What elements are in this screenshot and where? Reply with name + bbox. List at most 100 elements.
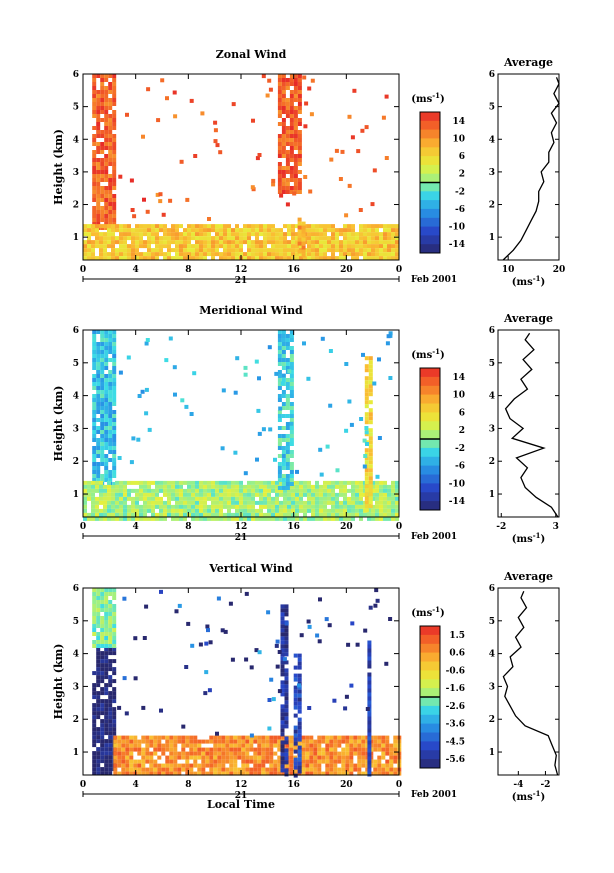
y-axis-label: Height (km) — [52, 644, 65, 720]
average-x-tick-label: 3 — [553, 522, 559, 532]
heatmap-cells — [83, 330, 399, 521]
colorbar-band — [420, 697, 440, 707]
x-tick-label: 4 — [133, 265, 139, 275]
colorbar-band — [420, 412, 440, 422]
colorbar-band — [420, 385, 440, 396]
sparse-cells — [118, 74, 389, 221]
colorbar-tick-label: 10 — [452, 391, 465, 401]
colorbar-band — [420, 439, 440, 449]
x-tick-label: 0 — [396, 265, 402, 275]
average-x-label: (ms-1) — [512, 531, 545, 545]
x-tick-label: 12 — [235, 780, 248, 790]
x-tick-label: 4 — [133, 780, 139, 790]
colorbar-tick-label: -0.6 — [446, 666, 465, 676]
x-tick-label: 4 — [133, 522, 139, 532]
colorbar-band — [420, 679, 440, 689]
colorbar-band — [420, 200, 440, 210]
colorbar-tick-label: -6 — [455, 205, 465, 215]
day-label: 21 — [235, 533, 248, 543]
feature-4 — [297, 217, 306, 258]
average-y-tick-label: 5 — [489, 617, 495, 627]
colorbar-band — [420, 634, 440, 645]
y-tick-label: 5 — [73, 617, 79, 627]
average-line — [502, 591, 559, 776]
feature-3 — [113, 735, 402, 776]
colorbar-band — [420, 456, 440, 467]
average-title: Average — [503, 56, 553, 69]
x-tick-label: 8 — [185, 522, 191, 532]
y-tick-label: 4 — [73, 135, 79, 145]
y-tick-label: 3 — [73, 168, 79, 178]
average-y-tick-label: 6 — [489, 70, 495, 80]
colorbar-band — [420, 226, 440, 236]
x-tick-label: 16 — [287, 780, 300, 790]
colorbar-band — [420, 643, 440, 654]
y-tick-label: 6 — [73, 584, 79, 594]
x-tick-label: 8 — [185, 265, 191, 275]
colorbar-tick-label: -2 — [455, 187, 465, 197]
y-axis-label: Height (km) — [52, 386, 65, 462]
average-x-tick-label: -2 — [540, 780, 550, 790]
y-tick-label: 4 — [73, 650, 79, 660]
average-title: Average — [503, 570, 553, 583]
y-tick-label: 3 — [73, 682, 79, 692]
day-label: 21 — [235, 791, 248, 801]
average-title: Average — [503, 312, 553, 325]
average-line — [502, 77, 560, 261]
panel-title: Vertical Wind — [208, 562, 293, 575]
colorbar-band — [420, 723, 440, 733]
average-y-tick-label: 1 — [489, 233, 495, 243]
colorbar-band — [420, 208, 440, 219]
colorbar-tick-label: -2.6 — [446, 702, 465, 712]
colorbar-band — [420, 173, 440, 183]
colorbar: 14 10 6 2 -2 -6 -10 -14 (ms-1) — [411, 91, 465, 254]
colorbar-band — [420, 191, 440, 201]
average-y-tick-label: 4 — [489, 650, 495, 660]
colorbar-tick-label: -3.6 — [446, 720, 465, 730]
panel-title: Meridional Wind — [199, 304, 303, 317]
colorbar-band — [420, 732, 440, 742]
heatmap-cells — [83, 74, 399, 261]
x-tick-label: 20 — [340, 780, 353, 790]
panel-title: Zonal Wind — [216, 48, 287, 61]
colorbar-band — [420, 483, 440, 493]
colorbar-band — [420, 670, 440, 680]
feature-1 — [92, 330, 117, 486]
colorbar-band — [420, 120, 440, 131]
colorbar-tick-label: -14 — [449, 497, 465, 507]
colorbar-band — [420, 403, 440, 413]
feature-5 — [293, 653, 302, 778]
average-y-tick-label: 1 — [489, 490, 495, 500]
feature-1 — [92, 74, 117, 230]
colorbar-tick-label: 14 — [452, 373, 465, 383]
average-y-tick-label: 6 — [489, 326, 495, 336]
colorbar-band — [420, 661, 440, 671]
colorbar-band — [420, 750, 440, 760]
feature-2 — [83, 224, 399, 261]
colorbar-tick-label: -6 — [455, 462, 465, 472]
average-y-tick-label: 1 — [489, 748, 495, 758]
colorbar-unit: (ms-1) — [411, 605, 444, 619]
colorbar-band — [420, 465, 440, 475]
colorbar-band — [420, 368, 440, 378]
average-x-label: (ms-1) — [512, 789, 545, 803]
colorbar-tick-label: 0.6 — [449, 649, 465, 659]
colorbar-band — [420, 759, 440, 769]
average-profile: Average 1 2 3 4 5 6 -2 3 (ms-1) — [489, 312, 560, 545]
average-y-tick-label: 3 — [489, 168, 495, 178]
y-tick-label: 1 — [73, 490, 79, 500]
colorbar-tick-label: -10 — [449, 223, 465, 233]
average-y-tick-label: 2 — [489, 715, 495, 725]
feature-1 — [92, 647, 117, 776]
y-tick-label: 2 — [73, 201, 79, 211]
x-tick-label: 16 — [287, 522, 300, 532]
colorbar-tick-label: -4.5 — [446, 737, 465, 747]
average-profile: Average 1 2 3 4 5 6 10 20 (ms-1) — [489, 56, 566, 288]
colorbar-tick-label: -14 — [449, 240, 465, 250]
colorbar-band — [420, 421, 440, 431]
date-label: Feb 2001 — [411, 790, 457, 800]
y-tick-label: 5 — [73, 359, 79, 369]
